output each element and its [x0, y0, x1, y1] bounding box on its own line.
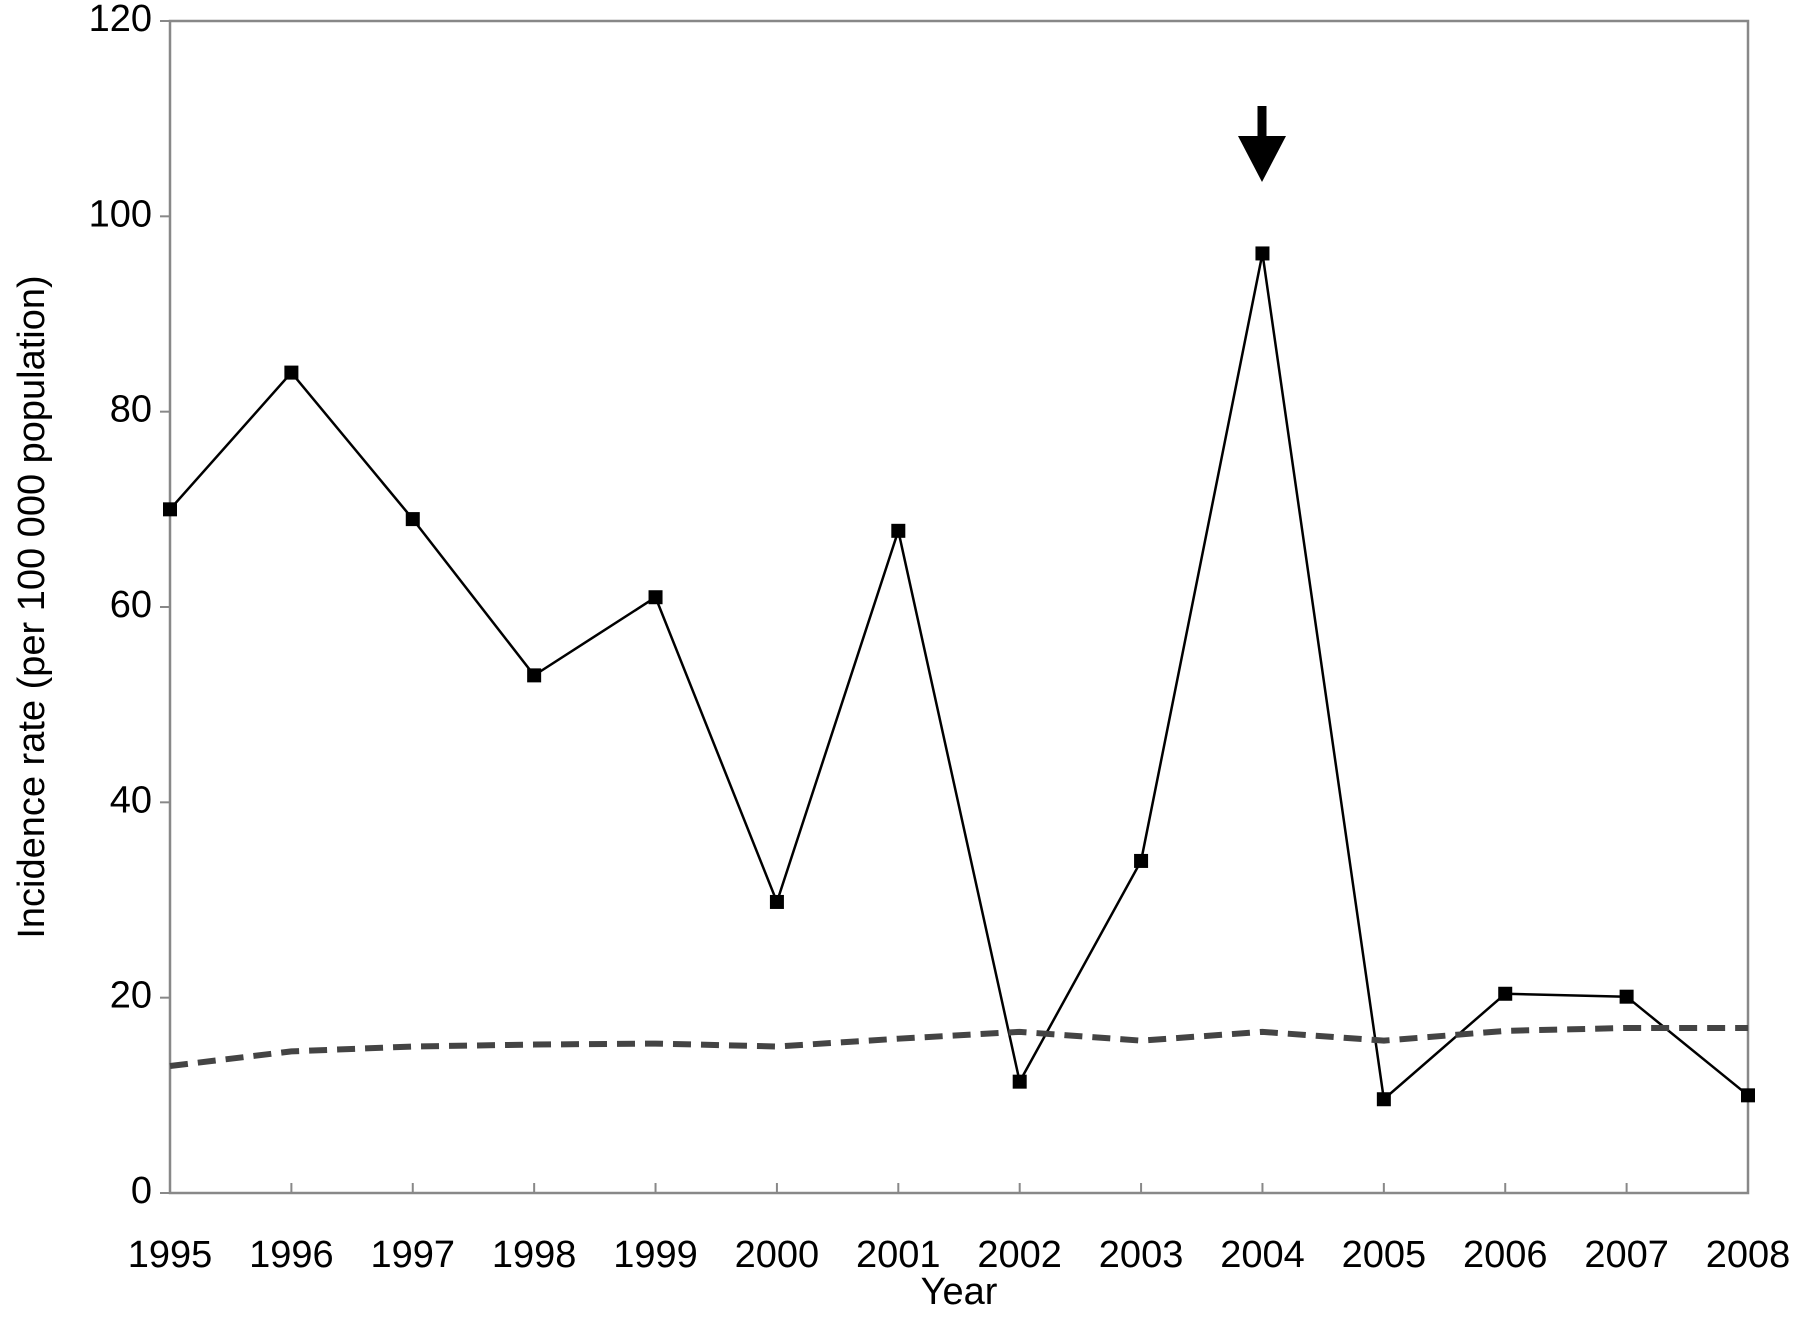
marker	[1376, 1092, 1391, 1107]
y-axis-label: Incidence rate (per 100 000 population)	[11, 275, 53, 938]
x-tick-label: 2008	[1706, 1234, 1791, 1276]
y-tick-label: 60	[110, 584, 152, 626]
marker	[1255, 246, 1270, 261]
y-tick-label: 40	[110, 779, 152, 821]
annotation-arrow	[1238, 106, 1286, 182]
x-tick-label: 2003	[1099, 1234, 1184, 1276]
x-tick-label: 1999	[613, 1234, 698, 1276]
x-tick-label: 2006	[1463, 1234, 1548, 1276]
marker	[405, 512, 420, 527]
y-tick-label: 100	[89, 193, 152, 235]
marker	[648, 590, 663, 605]
marker	[163, 502, 177, 517]
x-tick-label: 2000	[735, 1234, 820, 1276]
x-tick-label: 1995	[128, 1234, 213, 1276]
y-tick-label: 120	[89, 0, 152, 40]
y-tick-label: 20	[110, 975, 152, 1017]
plot-frame	[168, 19, 1750, 1195]
marker	[1741, 1088, 1755, 1103]
x-tick-label: 1998	[492, 1234, 577, 1276]
marker	[769, 894, 784, 909]
marker	[891, 523, 906, 538]
x-tick-label: 2001	[856, 1234, 941, 1276]
x-axis-label: Year	[921, 1271, 998, 1313]
marker	[1498, 986, 1513, 1001]
marker	[284, 365, 299, 380]
series-line	[169, 252, 1749, 1101]
x-tick-label: 2005	[1342, 1234, 1427, 1276]
x-tick-label: 2004	[1220, 1234, 1305, 1276]
marker	[527, 668, 542, 683]
x-tick-label: 1997	[370, 1234, 455, 1276]
x-tick-label: 1996	[249, 1234, 334, 1276]
y-tick-label: 80	[110, 389, 152, 431]
y-tick-label: 0	[131, 1170, 152, 1212]
series-line	[169, 1024, 1748, 1070]
marker	[1619, 989, 1634, 1004]
marker	[1012, 1074, 1027, 1089]
x-tick-label: 2007	[1584, 1234, 1669, 1276]
x-tick-label: 2002	[977, 1234, 1062, 1276]
marker	[1134, 853, 1149, 868]
